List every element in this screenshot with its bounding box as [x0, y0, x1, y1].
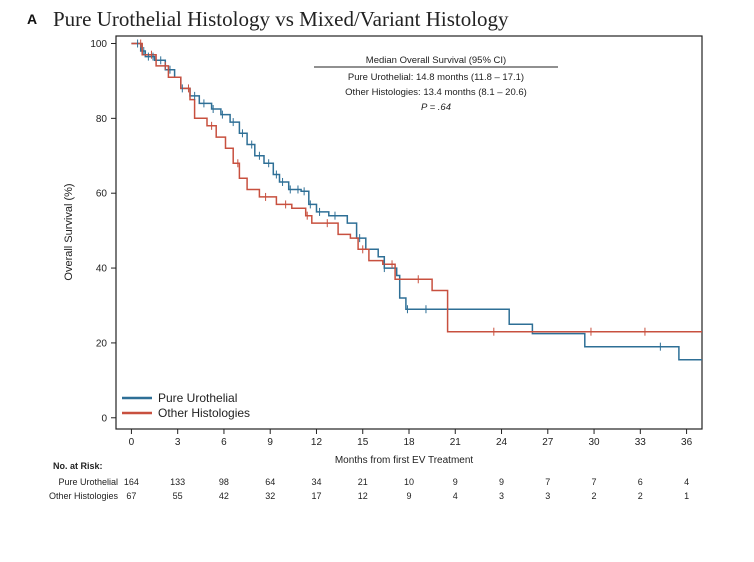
risk-cell: 9 — [499, 477, 505, 487]
annotation-box: Median Overall Survival (95% CI) Pure Ur… — [314, 55, 558, 113]
annotation-line-pure: Pure Urothelial: 14.8 months (11.8 – 17.… — [348, 72, 524, 83]
risk-cell: 32 — [265, 491, 276, 501]
x-tick-label: 36 — [681, 437, 693, 448]
risk-cell: 2 — [591, 491, 597, 501]
y-tick-label: 60 — [96, 189, 108, 200]
risk-cell: 7 — [591, 477, 597, 487]
legend: Pure Urothelial Other Histologies — [122, 391, 250, 420]
risk-cell: 67 — [126, 491, 137, 501]
x-axis-label: Months from first EV Treatment — [335, 455, 474, 466]
legend-label-pure: Pure Urothelial — [158, 391, 237, 405]
risk-cell: 21 — [357, 477, 368, 487]
annotation-p-value: P = .64 — [421, 102, 451, 113]
series-line-other-histologies — [131, 42, 702, 333]
risk-cell: 133 — [170, 477, 186, 487]
x-tick-label: 6 — [221, 437, 227, 448]
risk-cell: 34 — [311, 477, 322, 487]
x-tick-label: 21 — [450, 437, 462, 448]
legend-label-other: Other Histologies — [158, 406, 250, 420]
risk-cell: 164 — [123, 477, 139, 487]
risk-cell: 10 — [403, 477, 414, 487]
x-tick-label: 9 — [267, 437, 273, 448]
annotation-line-other: Other Histologies: 13.4 months (8.1 – 20… — [345, 87, 527, 98]
y-tick-label: 40 — [96, 264, 108, 275]
x-tick-label: 33 — [635, 437, 647, 448]
risk-row-label: Other Histologies — [48, 491, 118, 501]
risk-cell: 17 — [311, 491, 322, 501]
x-tick-label: 12 — [311, 437, 323, 448]
risk-cell: 2 — [637, 491, 643, 501]
x-tick-label: 15 — [357, 437, 369, 448]
panel-letter: A — [27, 11, 38, 27]
risk-cell: 12 — [357, 491, 368, 501]
risk-cell: 1 — [684, 491, 690, 501]
censor-marks — [137, 39, 661, 351]
y-tick-label: 0 — [101, 413, 107, 424]
risk-cell: 3 — [499, 491, 505, 501]
x-tick-label: 27 — [542, 437, 554, 448]
panel-title: Pure Urothelial Histology vs Mixed/Varia… — [53, 7, 509, 31]
risk-cell: 64 — [265, 477, 276, 487]
risk-row-label: Pure Urothelial — [58, 477, 118, 487]
y-tick-label: 20 — [96, 338, 108, 349]
risk-cell: 7 — [545, 477, 551, 487]
x-tick-label: 30 — [588, 437, 600, 448]
risk-cell: 4 — [452, 491, 458, 501]
risk-cell: 55 — [172, 491, 183, 501]
x-tick-label: 3 — [175, 437, 181, 448]
x-tick-label: 0 — [129, 437, 135, 448]
x-tick-label: 24 — [496, 437, 508, 448]
risk-table-heading: No. at Risk: — [53, 461, 103, 471]
risk-cell: 3 — [545, 491, 551, 501]
y-tick-label: 80 — [96, 114, 108, 125]
risk-cell: 42 — [218, 491, 229, 501]
risk-cell: 9 — [406, 491, 412, 501]
annotation-header: Median Overall Survival (95% CI) — [366, 55, 506, 66]
risk-cell: 98 — [218, 477, 229, 487]
y-tick-label: 100 — [90, 39, 107, 50]
risk-cell: 9 — [452, 477, 458, 487]
risk-cell: 4 — [684, 477, 690, 487]
x-tick-label: 18 — [403, 437, 415, 448]
risk-cell: 6 — [637, 477, 643, 487]
survival-curves — [131, 42, 702, 361]
y-axis-label: Overall Survival (%) — [63, 183, 75, 280]
